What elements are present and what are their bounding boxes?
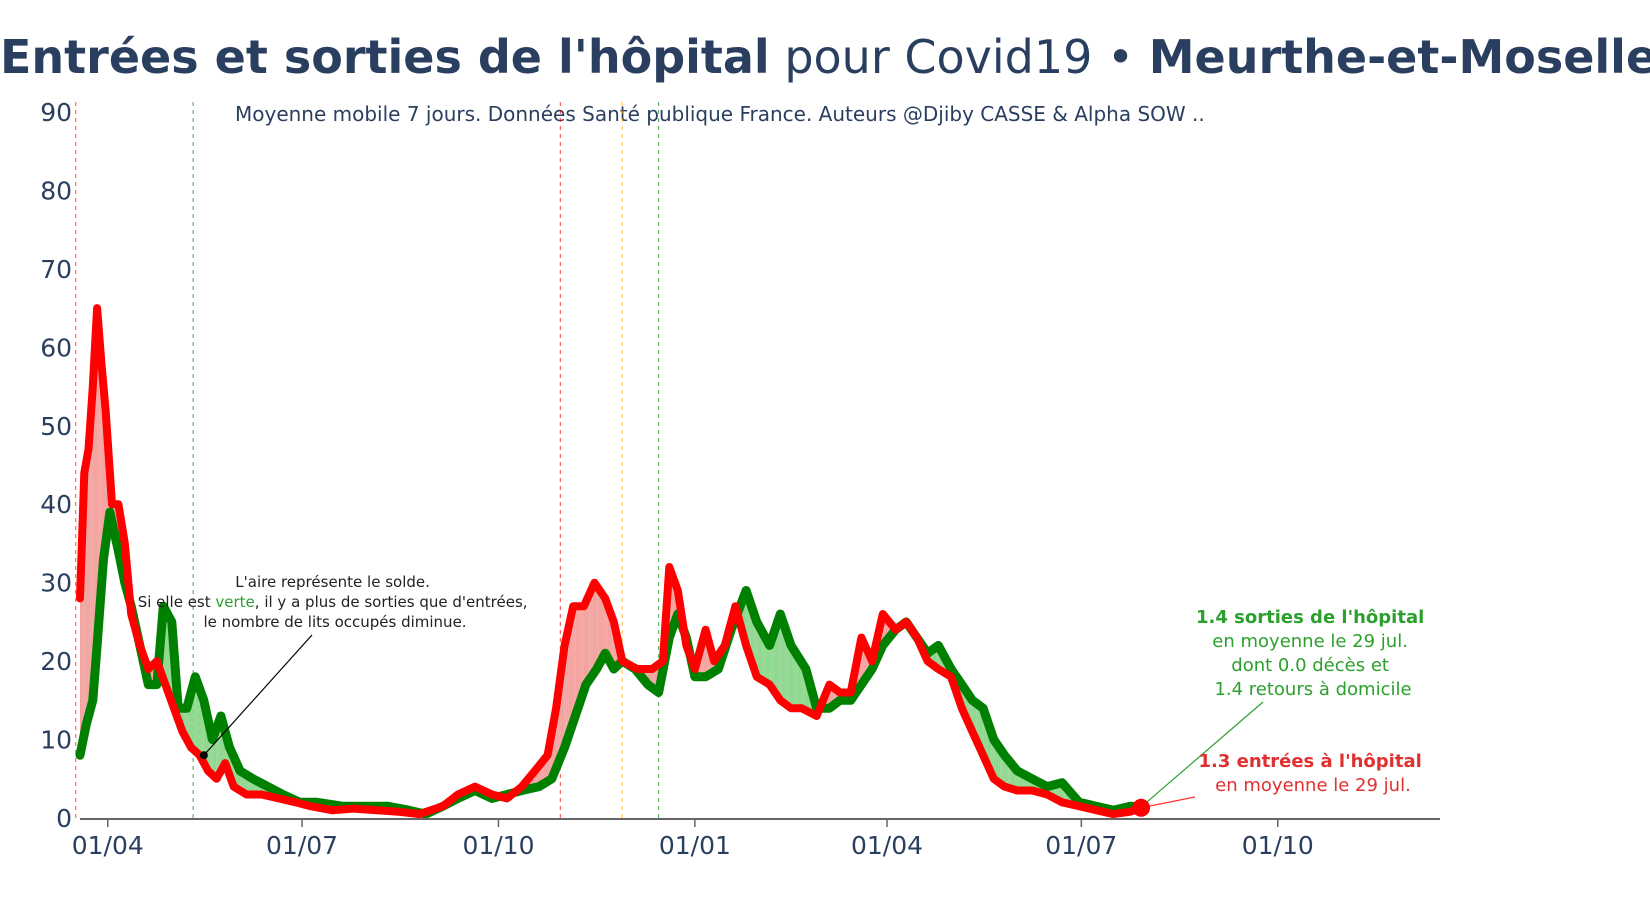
fill-segment	[600, 592, 604, 662]
fill-segment	[795, 652, 798, 709]
entrees-label-line1: 1.3 entrées à l'hôpital	[1198, 751, 1421, 772]
fill-segment	[780, 614, 783, 702]
fill-segment	[761, 629, 764, 681]
fill-segment	[788, 639, 791, 709]
x-tick-label: 01/07	[1045, 831, 1117, 860]
sorties-arrow	[1140, 701, 1264, 808]
series-lines	[75, 304, 1146, 819]
y-tick-label: 10	[40, 726, 72, 755]
y-tick-label: 40	[40, 490, 72, 519]
y-tick-label: 20	[40, 647, 72, 676]
fill-segment	[786, 632, 789, 707]
fill-segment	[197, 682, 200, 756]
fill-segment	[577, 606, 580, 710]
title-part1: Entrées et sorties de l'hôpital	[0, 30, 770, 84]
fill-segment	[778, 614, 781, 701]
fill-segment	[790, 645, 794, 709]
title-part3: Meurthe-et-Moselle	[1148, 30, 1650, 84]
entrees-series-line	[76, 304, 1146, 819]
fill-segment	[585, 596, 589, 685]
fill-segment	[776, 620, 779, 698]
y-tick-label: 0	[56, 804, 72, 833]
entrees-annotation: 1.3 entrées à l'hôpital en moyenne le 29…	[1132, 751, 1427, 817]
title-part2: pour Covid19 •	[769, 30, 1149, 84]
solde-arrow	[203, 634, 313, 756]
y-tick-label: 60	[40, 333, 72, 362]
fill-segment	[590, 587, 593, 679]
fill-segment	[86, 449, 89, 724]
fill-segment	[88, 417, 91, 717]
x-tick-label: 01/10	[462, 831, 534, 860]
fill-segment	[799, 658, 802, 709]
fill-segment	[793, 648, 796, 709]
fill-segment	[782, 620, 785, 704]
sorties-label-line3: dont 0.0 décès et	[1231, 655, 1389, 676]
sorties-label-line4: 1.4 retours à domicile	[1214, 679, 1411, 700]
fill-segment	[571, 606, 574, 729]
entrees-arrow	[1140, 796, 1196, 809]
fill-segment	[581, 606, 584, 698]
svg-text:1.4 sorties de l'hôpital: 1.4 sorties de l'hôpital en moyenne le 2…	[1196, 607, 1430, 700]
solde-line2: Si elle est verte, il y a plus de sortie…	[138, 593, 528, 611]
fill-segment	[568, 616, 572, 735]
solde-line1: L'aire représente le solde.	[235, 573, 430, 591]
fill-segment	[97, 308, 100, 646]
svg-text:L'aire représente le solde.: L'aire représente le solde. Si elle est …	[138, 573, 533, 631]
x-tick-label: 01/04	[72, 831, 144, 860]
y-tick-label: 80	[40, 176, 72, 205]
y-tick-label: 30	[40, 569, 72, 598]
fill-segment	[579, 606, 582, 704]
last-value-marker	[1132, 798, 1151, 817]
fill-segment	[594, 582, 597, 673]
y-axis-ticks: 0 10 20 30 40 50 60 70 80 90	[40, 98, 72, 833]
solde-arrow-dot	[199, 751, 208, 760]
sorties-series-line	[75, 507, 1146, 819]
entrees-label-line2: en moyenne le 29 jul.	[1215, 775, 1411, 796]
fill-segment	[598, 588, 601, 666]
x-tick-label: 01/07	[266, 831, 338, 860]
x-tick-label: 01/10	[1242, 831, 1314, 860]
fill-segment	[90, 386, 93, 709]
fill-segment	[797, 655, 800, 709]
x-tick-label: 01/04	[851, 831, 923, 860]
x-tick-label: 01/01	[659, 831, 731, 860]
fill-segment	[573, 606, 576, 723]
y-tick-label: 90	[40, 98, 72, 127]
solde-line3: le nombre de lits occupés diminue.	[203, 613, 466, 631]
chart-title: Entrées et sorties de l'hôpital pour Cov…	[0, 30, 1650, 84]
fill-segment	[583, 601, 586, 691]
sorties-label-line2: en moyenne le 29 jul.	[1212, 631, 1408, 652]
chart-subtitle: Moyenne mobile 7 jours. Données Santé pu…	[235, 102, 1205, 126]
fill-segment	[165, 610, 168, 691]
y-tick-label: 70	[40, 255, 72, 284]
sorties-label-line1: 1.4 sorties de l'hôpital	[1196, 607, 1424, 628]
x-axis-ticks: 01/04 01/07 01/10 01/01 01/04 01/07 01/10	[72, 819, 1314, 860]
fill-segment	[756, 621, 759, 679]
sorties-annotation: 1.4 sorties de l'hôpital en moyenne le 2…	[1140, 607, 1430, 808]
balance-fill-areas	[80, 308, 1142, 815]
fill-segment	[195, 676, 198, 754]
y-tick-label: 50	[40, 412, 72, 441]
fill-segment	[767, 641, 770, 685]
svg-text:1.3 entrées à l'hôpital: 1.3 entrées à l'hôpital en moyenne le 29…	[1198, 751, 1427, 796]
fill-segment	[575, 606, 578, 717]
solde-annotation: L'aire représente le solde. Si elle est …	[138, 573, 533, 760]
fill-segment	[758, 625, 762, 680]
fill-segment	[784, 626, 787, 706]
fill-segment	[603, 595, 606, 658]
fill-segment	[596, 585, 599, 669]
fill-segment	[592, 582, 595, 676]
fill-segment	[769, 639, 772, 688]
fill-segment	[588, 592, 591, 682]
